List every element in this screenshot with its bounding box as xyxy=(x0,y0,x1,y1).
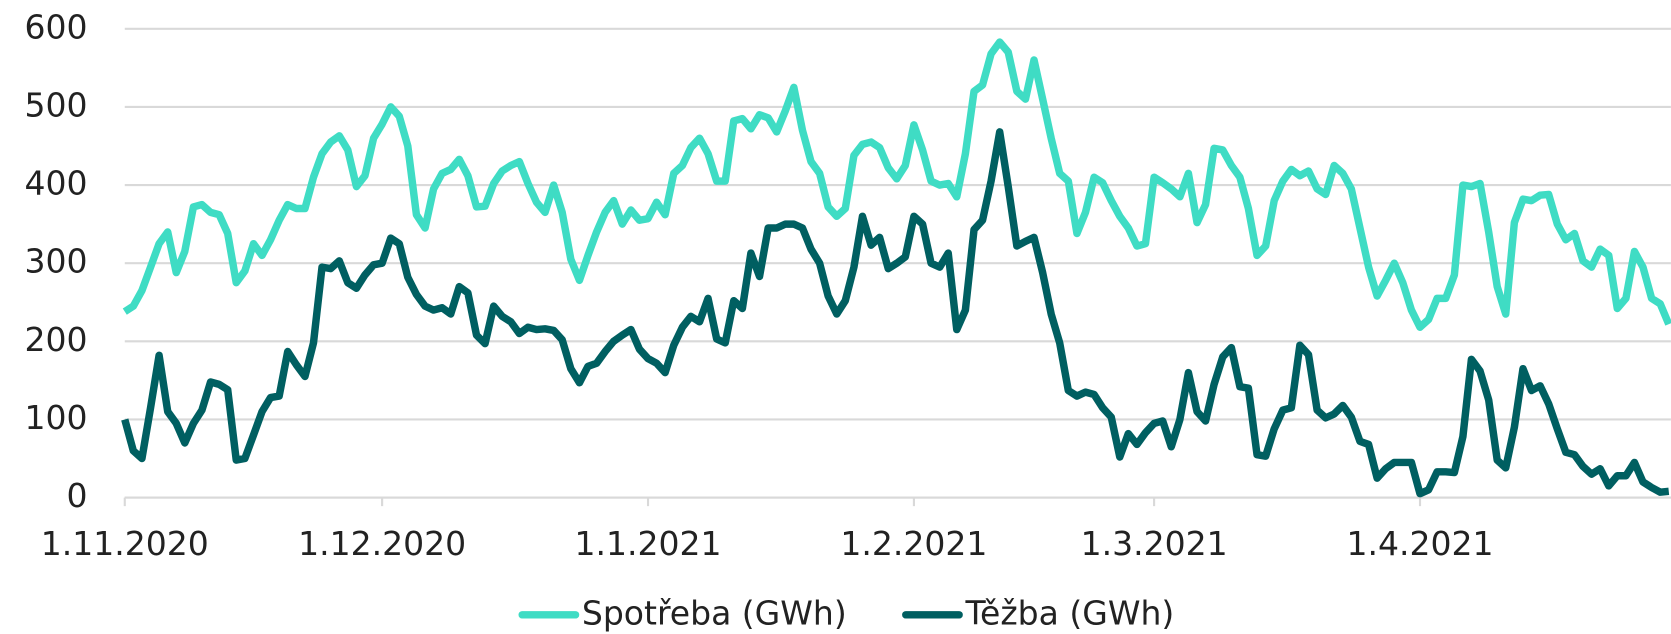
legend-label: Těžba (GWh) xyxy=(964,593,1174,632)
series-line xyxy=(121,128,1670,498)
x-tick-label: 1.3.2021 xyxy=(1081,524,1228,563)
y-tick-label: 0 xyxy=(66,476,87,515)
y-tick-label: 500 xyxy=(24,85,87,124)
y-tick-label: 600 xyxy=(24,7,87,46)
y-tick-label: 300 xyxy=(24,242,87,281)
legend-label: Spotřeba (GWh) xyxy=(582,593,847,632)
x-tick-label: 1.12.2020 xyxy=(298,524,466,563)
x-tick-label: 1.4.2021 xyxy=(1346,524,1493,563)
x-tick-label: 1.2.2021 xyxy=(840,524,987,563)
x-tick-label: 1.11.2020 xyxy=(41,524,209,563)
series-line xyxy=(122,38,1671,331)
y-tick-label: 400 xyxy=(24,164,87,203)
y-tick-label: 200 xyxy=(24,320,87,359)
y-tick-label: 100 xyxy=(24,398,87,437)
x-tick-label: 1.1.2021 xyxy=(575,524,722,563)
